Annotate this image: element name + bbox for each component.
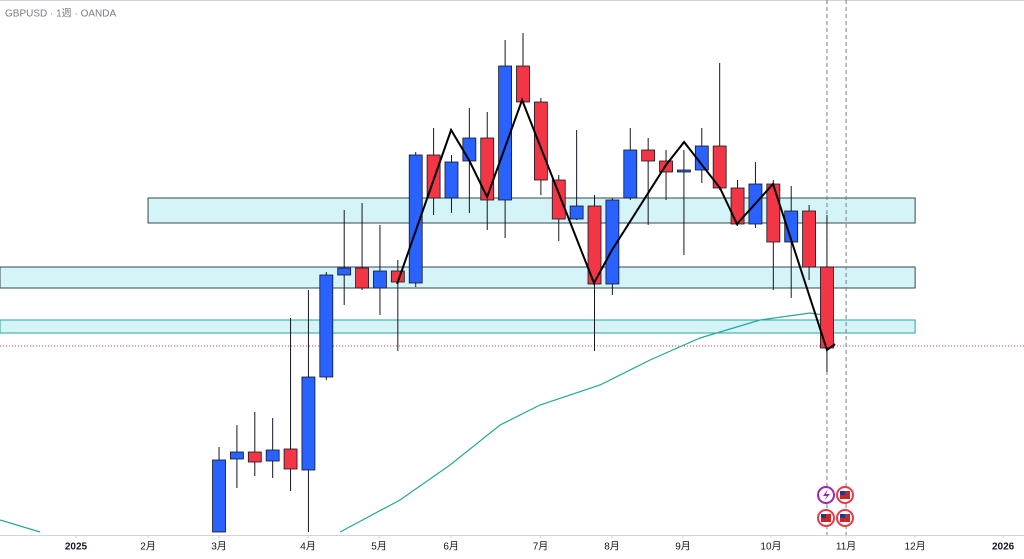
x-tick-label: 5月	[371, 541, 387, 553]
candle-body	[462, 137, 477, 162]
plot-area	[0, 0, 1024, 535]
zigzag-line	[396, 97, 836, 352]
x-tick-label: 4月	[300, 541, 316, 553]
chart-title: GBPUSD · 1週 · OANDA	[5, 8, 116, 20]
candle-body	[516, 65, 530, 103]
zone	[0, 266, 916, 289]
candle-body	[605, 199, 620, 285]
candle-body	[766, 183, 781, 243]
flag-glyph	[840, 514, 845, 518]
candle-body	[569, 205, 584, 220]
candle-body	[533, 101, 548, 181]
x-tick-label: 6月	[443, 541, 459, 553]
candle-body	[373, 270, 387, 289]
event-icons	[817, 486, 854, 527]
zone	[147, 197, 916, 224]
candle-body	[337, 267, 352, 276]
x-tick-label: 3月	[211, 541, 227, 553]
candle-body	[283, 448, 298, 470]
candle-body	[641, 149, 656, 162]
x-tick-label: 2月	[140, 541, 156, 553]
x-tick-label: 2026	[992, 542, 1015, 553]
x-tick-label: 7月	[533, 541, 549, 553]
candle-body	[677, 169, 691, 173]
x-tick-label: 11月	[836, 541, 856, 553]
event-icon-glyph	[823, 489, 830, 501]
zone	[0, 319, 916, 334]
candle-body	[212, 459, 226, 533]
moving-average-line	[0, 312, 826, 533]
candle-body	[551, 179, 566, 220]
candle-body	[247, 451, 262, 463]
x-tick-label: 10月	[760, 541, 781, 553]
candle-body	[802, 210, 816, 268]
flag-glyph	[821, 514, 826, 518]
x-tick-label: 8月	[604, 541, 620, 553]
candle-body	[265, 449, 280, 462]
x-tick-label: 2025	[65, 542, 88, 553]
candle-body	[480, 137, 495, 201]
candle-body	[498, 65, 513, 201]
x-tick-label: 9月	[675, 541, 691, 553]
candle-body	[444, 161, 459, 199]
candle-body	[694, 145, 709, 171]
x-tick-label: 12月	[905, 541, 926, 553]
candle-body	[319, 274, 334, 378]
flag-glyph	[840, 491, 845, 495]
candle-body	[355, 267, 369, 289]
candle-body	[623, 149, 638, 199]
candle-body	[230, 451, 244, 460]
candle-body	[301, 376, 316, 471]
candle-body	[408, 154, 423, 284]
x-axis: 2025 2月 3月 4月 5月 6月 7月 8月 9月 10月 11月 12月 2026	[65, 535, 1015, 553]
